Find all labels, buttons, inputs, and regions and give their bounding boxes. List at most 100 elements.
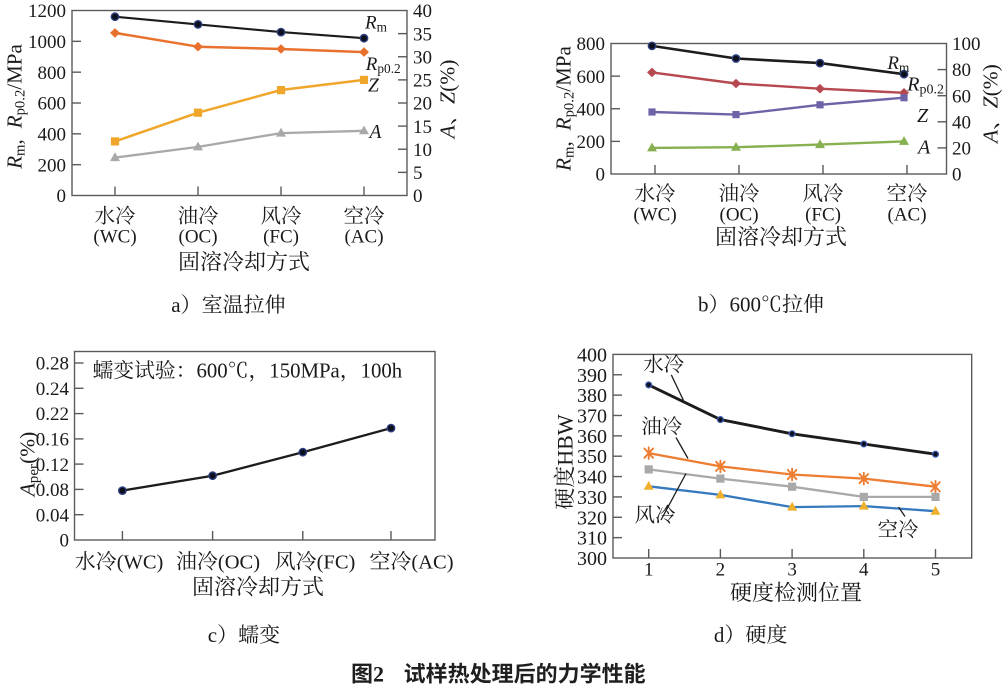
svg-text:1: 1	[644, 560, 654, 581]
svg-text:600: 600	[197, 360, 228, 383]
svg-text:(%): (%)	[436, 60, 460, 92]
svg-text:A: A	[368, 122, 382, 143]
svg-text:(FC): (FC)	[263, 226, 299, 247]
svg-text:390: 390	[577, 365, 607, 387]
svg-text:0: 0	[57, 186, 67, 207]
svg-text:m: m	[13, 144, 29, 156]
svg-text:0: 0	[413, 186, 423, 207]
svg-text:310: 310	[577, 528, 607, 550]
svg-text:370: 370	[577, 406, 607, 428]
svg-text:b: b	[698, 293, 709, 317]
svg-text:0: 0	[60, 531, 70, 552]
svg-text:(FC): (FC)	[805, 205, 841, 226]
svg-text:/MPa: /MPa	[551, 46, 575, 92]
svg-text:1200: 1200	[28, 1, 66, 22]
svg-text:Z: Z	[368, 75, 379, 96]
svg-text:380: 380	[577, 385, 607, 407]
svg-text:(WC): (WC)	[93, 226, 136, 247]
svg-text:320: 320	[577, 507, 607, 529]
svg-text:(AC): (AC)	[345, 226, 384, 247]
svg-text:0.28: 0.28	[36, 354, 69, 375]
svg-text:150MPa: 150MPa	[269, 360, 339, 383]
svg-text:per: per	[26, 464, 42, 483]
svg-text:p0.2: p0.2	[377, 61, 400, 76]
svg-text:/MPa: /MPa	[2, 44, 26, 90]
svg-text:,: ,	[2, 139, 26, 144]
svg-text:60: 60	[952, 86, 971, 107]
svg-text:R: R	[886, 53, 899, 74]
svg-text:0.24: 0.24	[36, 379, 70, 400]
svg-text:d: d	[714, 623, 725, 647]
svg-text:20: 20	[952, 139, 971, 160]
svg-text:R: R	[906, 74, 919, 96]
svg-text:100h: 100h	[361, 360, 403, 383]
svg-text:(%): (%)	[16, 432, 40, 464]
svg-text:Z: Z	[917, 105, 929, 127]
svg-text:40: 40	[952, 112, 971, 133]
svg-text:(FC): (FC)	[317, 552, 356, 574]
svg-text:10: 10	[413, 140, 432, 161]
svg-text:1000: 1000	[28, 32, 66, 53]
svg-text:R: R	[551, 117, 575, 131]
svg-text:A: A	[979, 129, 1003, 145]
svg-text:0.22: 0.22	[36, 404, 69, 425]
svg-text:40: 40	[413, 1, 432, 22]
svg-text:340: 340	[577, 467, 607, 489]
svg-text:3: 3	[787, 560, 797, 581]
svg-text:0.08: 0.08	[36, 480, 69, 501]
svg-text:m: m	[899, 60, 910, 75]
svg-text:200: 200	[38, 155, 67, 176]
svg-text:(OC): (OC)	[218, 552, 260, 574]
svg-text:m: m	[377, 19, 388, 34]
svg-text:400: 400	[38, 125, 67, 146]
svg-text:2: 2	[716, 560, 726, 581]
svg-text:300: 300	[577, 548, 607, 570]
svg-text:20: 20	[413, 94, 432, 115]
svg-text:c: c	[208, 623, 217, 647]
svg-text:35: 35	[413, 24, 432, 45]
svg-text:(OC): (OC)	[179, 226, 218, 247]
svg-text:0.12: 0.12	[36, 455, 69, 476]
svg-text:5: 5	[413, 163, 423, 184]
svg-text:0.16: 0.16	[36, 430, 69, 451]
svg-text:R: R	[365, 54, 378, 75]
svg-text:0.04: 0.04	[36, 505, 70, 526]
svg-text:(%): (%)	[979, 64, 1003, 96]
svg-text:80: 80	[952, 60, 971, 81]
svg-text:p0.2: p0.2	[562, 92, 578, 118]
svg-text:(WC): (WC)	[633, 205, 676, 226]
svg-text:(AC): (AC)	[888, 205, 927, 226]
svg-text:A: A	[436, 124, 460, 140]
svg-text:30: 30	[413, 47, 432, 68]
svg-text:600: 600	[730, 293, 762, 317]
svg-text:a: a	[171, 293, 181, 317]
svg-text:R: R	[2, 156, 26, 170]
svg-text:R: R	[364, 12, 377, 33]
svg-text:R: R	[2, 115, 26, 129]
svg-text:HBW: HBW	[552, 414, 577, 466]
svg-text:400: 400	[577, 99, 606, 120]
svg-text:400: 400	[577, 344, 607, 366]
svg-text:0: 0	[952, 165, 962, 186]
svg-text:(AC): (AC)	[411, 552, 453, 574]
svg-text:360: 360	[577, 426, 607, 448]
svg-text:100: 100	[952, 34, 981, 55]
svg-text:0: 0	[596, 165, 606, 186]
svg-text:,: ,	[551, 141, 575, 146]
svg-text:(OC): (OC)	[720, 205, 759, 226]
svg-text:m: m	[562, 146, 578, 158]
svg-text:A: A	[16, 482, 40, 498]
svg-text:330: 330	[577, 487, 607, 509]
svg-text:200: 200	[577, 132, 606, 153]
svg-text:Z: Z	[436, 91, 460, 104]
svg-text:600: 600	[577, 67, 606, 88]
svg-text:p0.2: p0.2	[920, 83, 945, 98]
svg-text:2: 2	[373, 662, 384, 687]
svg-text:5: 5	[931, 560, 941, 581]
svg-text:Z: Z	[979, 95, 1003, 108]
svg-text:4: 4	[859, 560, 869, 581]
svg-text:A: A	[916, 136, 931, 158]
svg-text:15: 15	[413, 117, 432, 138]
svg-text:800: 800	[38, 63, 67, 84]
svg-text:p0.2: p0.2	[13, 90, 29, 116]
